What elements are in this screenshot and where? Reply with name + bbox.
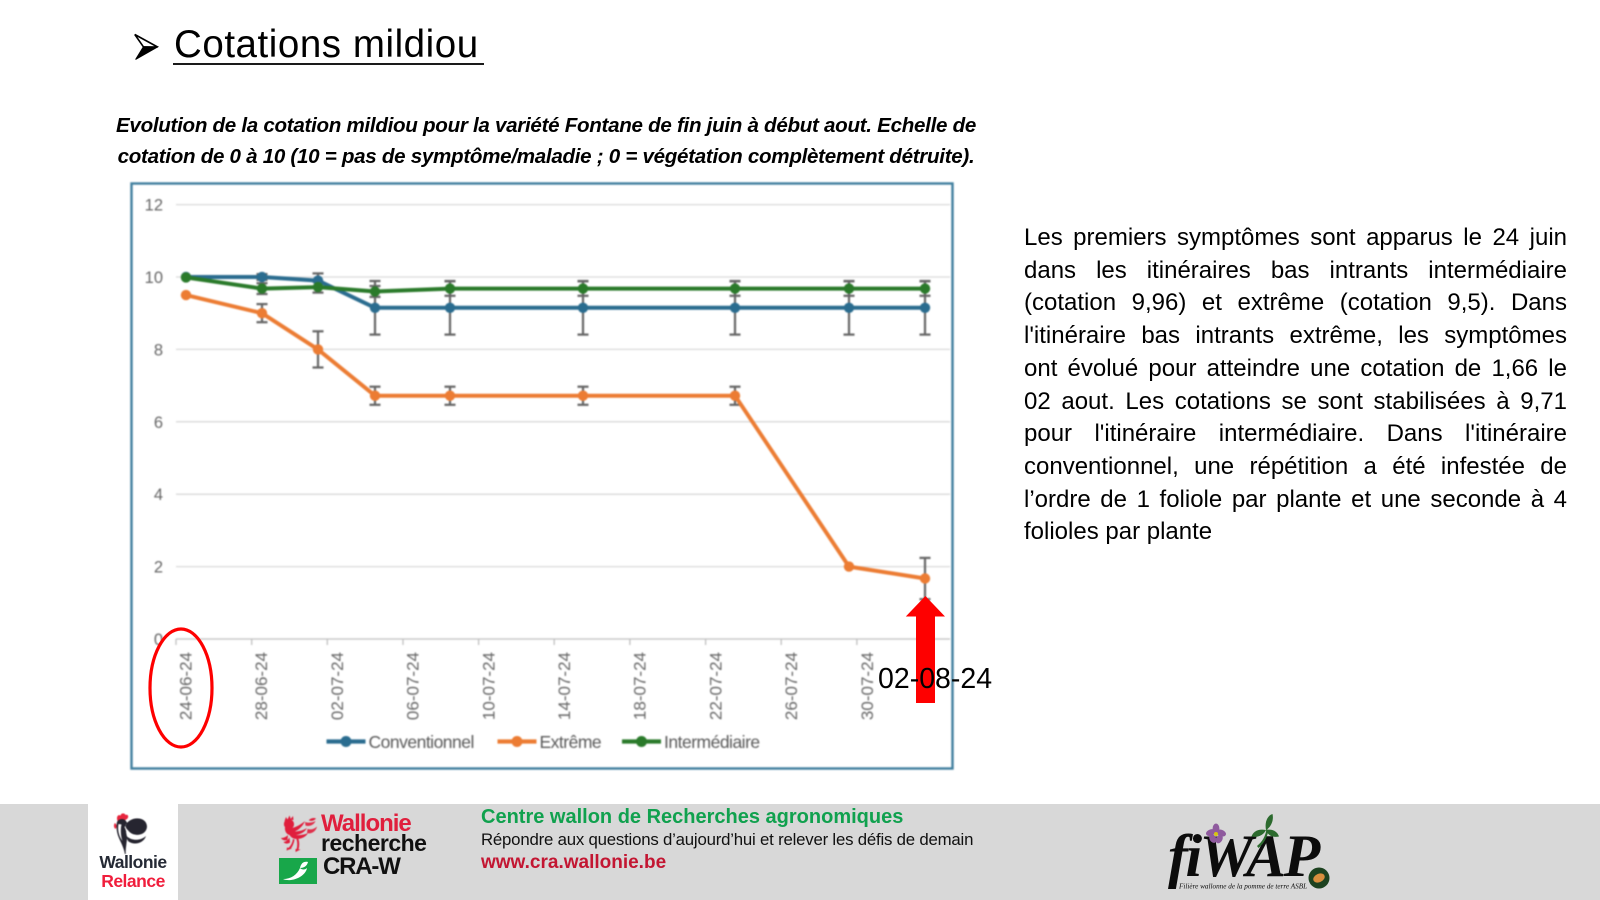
svg-text:Filière wallonne de la pomme d: Filière wallonne de la pomme de terre AS… [1178, 883, 1307, 891]
svg-text:fiWAP: fiWAP [1168, 823, 1322, 889]
svg-text:28-06-24: 28-06-24 [252, 652, 271, 720]
svg-text:0: 0 [154, 631, 163, 649]
svg-text:10: 10 [145, 269, 163, 287]
svg-text:Conventionnel: Conventionnel [369, 732, 474, 752]
svg-text:10-07-24: 10-07-24 [479, 652, 498, 720]
svg-text:8: 8 [154, 341, 163, 359]
svg-text:2: 2 [154, 559, 163, 577]
svg-text:02-07-24: 02-07-24 [328, 652, 347, 720]
svg-text:24-06-24: 24-06-24 [177, 652, 196, 720]
svg-text:22-07-24: 22-07-24 [706, 652, 725, 720]
svg-text:6: 6 [154, 414, 163, 432]
svg-text:30-07-24: 30-07-24 [858, 652, 877, 720]
svg-text:26-07-24: 26-07-24 [782, 652, 801, 720]
svg-text:18-07-24: 18-07-24 [631, 652, 650, 720]
svg-text:06-07-24: 06-07-24 [404, 652, 423, 720]
svg-text:Intermédiaire: Intermédiaire [664, 732, 760, 752]
svg-text:4: 4 [154, 486, 163, 504]
svg-text:Extrême: Extrême [540, 732, 602, 752]
svg-text:14-07-24: 14-07-24 [555, 652, 574, 720]
svg-text:12: 12 [145, 197, 163, 215]
